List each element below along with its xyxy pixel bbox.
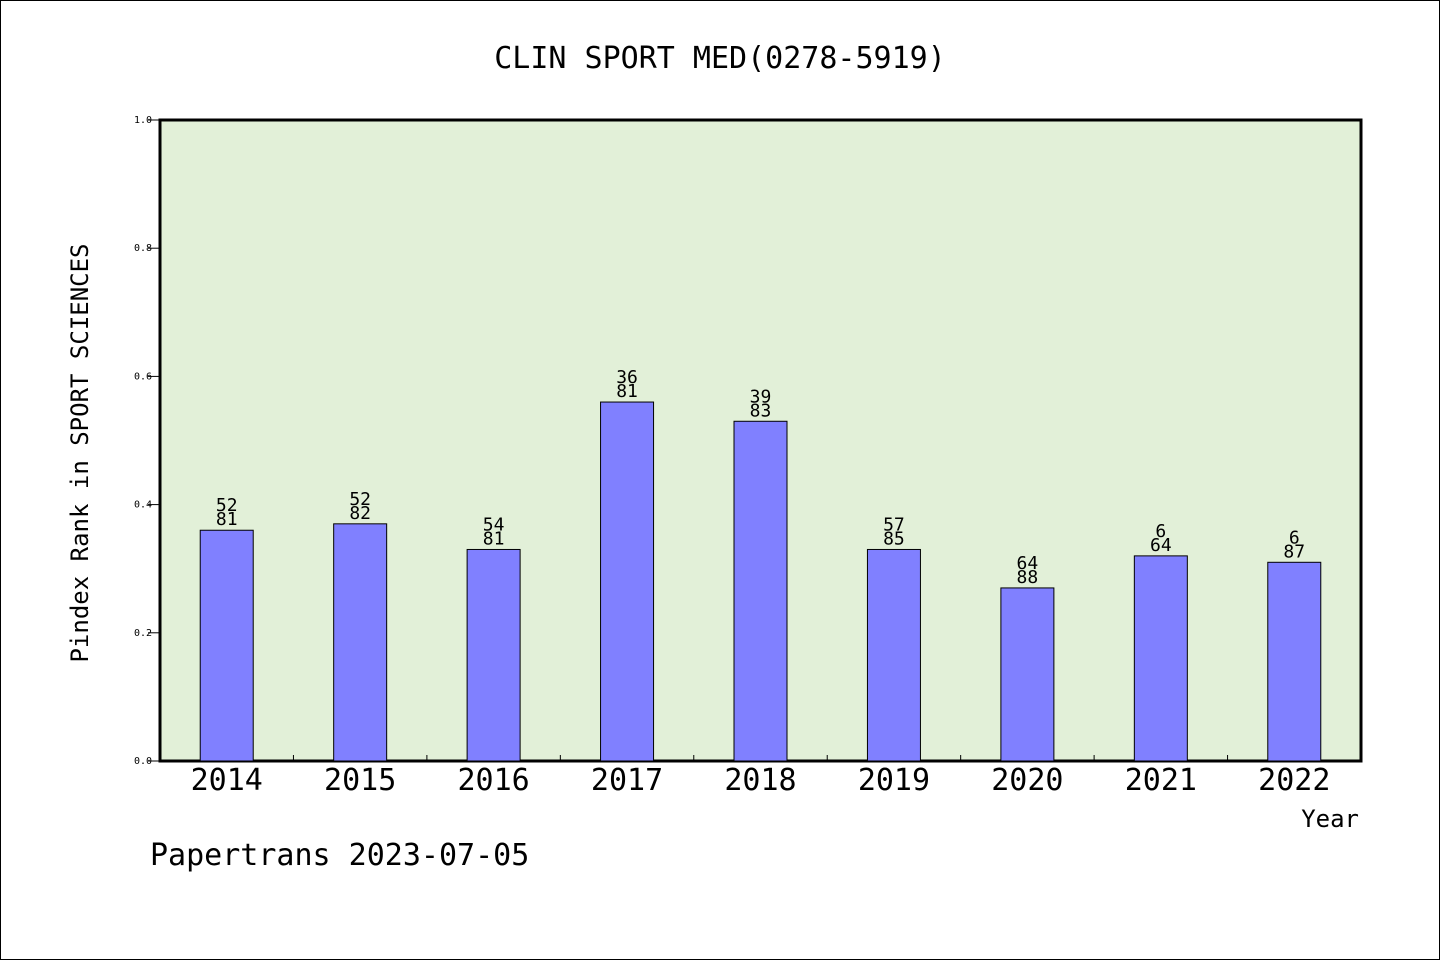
bar-2016	[466, 548, 521, 762]
bar-label-bottom: 85	[883, 528, 905, 549]
x-tick-label: 2014	[191, 763, 263, 798]
bars	[199, 401, 1322, 762]
bar-label-bottom: 81	[483, 528, 505, 549]
y-tick-label: 0.0	[134, 756, 152, 767]
bar-label-top: 39	[750, 386, 772, 407]
x-tick-label: 2016	[457, 763, 529, 798]
bar-label-top: 57	[883, 514, 905, 535]
bar-label-bottom: 81	[216, 509, 238, 530]
y-tick-label: 0.8	[134, 243, 152, 254]
chart-title: CLIN SPORT MED(0278-5919)	[494, 41, 946, 76]
y-tick-label: 1.0	[134, 115, 152, 126]
y-tick-label: 0.4	[134, 500, 152, 511]
y-axis-label: Pindex Rank in SPORT SCIENCES	[66, 243, 94, 662]
footer-credit: Papertrans 2023-07-05	[150, 838, 529, 873]
bar-label-top: 52	[216, 495, 238, 516]
bar-2019	[866, 548, 921, 762]
bar-label-top: 36	[616, 367, 638, 388]
x-tick-label: 2017	[591, 763, 663, 798]
bar-label-bottom: 81	[616, 381, 638, 402]
bar-label-top: 6	[1155, 521, 1166, 542]
x-tick-label: 2021	[1125, 763, 1197, 798]
bar-2022	[1267, 561, 1322, 762]
bar-label-bottom: 87	[1283, 541, 1305, 562]
bar-2017	[600, 401, 655, 762]
bar-2021	[1133, 555, 1188, 762]
bar-label-bottom: 83	[750, 400, 772, 421]
bar-label-bottom: 88	[1017, 567, 1039, 588]
bar-2018	[733, 420, 788, 762]
x-axis-ticks: 2014 2015 2016 2017 2018 2019 2020 2021 2022	[191, 755, 1330, 798]
x-tick-label: 2018	[724, 763, 796, 798]
bar-label-top: 64	[1017, 553, 1039, 574]
x-tick-label: 2022	[1258, 763, 1330, 798]
x-axis-label: Year	[1301, 805, 1359, 833]
x-tick-label: 2019	[858, 763, 930, 798]
x-tick-label: 2015	[324, 763, 396, 798]
bar-label-top: 54	[483, 514, 505, 535]
bar-label-bottom: 82	[349, 503, 371, 524]
bar-label-top: 52	[349, 489, 371, 510]
y-tick-label: 0.6	[134, 371, 152, 382]
x-tick-label: 2020	[991, 763, 1063, 798]
y-axis-ticks: 0.0 0.2 0.4 0.6 0.8 1.0	[134, 115, 160, 767]
bar-2015	[333, 523, 388, 762]
y-tick-label: 0.2	[134, 628, 152, 639]
bar-2020	[1000, 587, 1055, 762]
bar-2014	[199, 529, 254, 762]
bar-label-top: 6	[1289, 527, 1300, 548]
bar-label-bottom: 64	[1150, 535, 1172, 556]
